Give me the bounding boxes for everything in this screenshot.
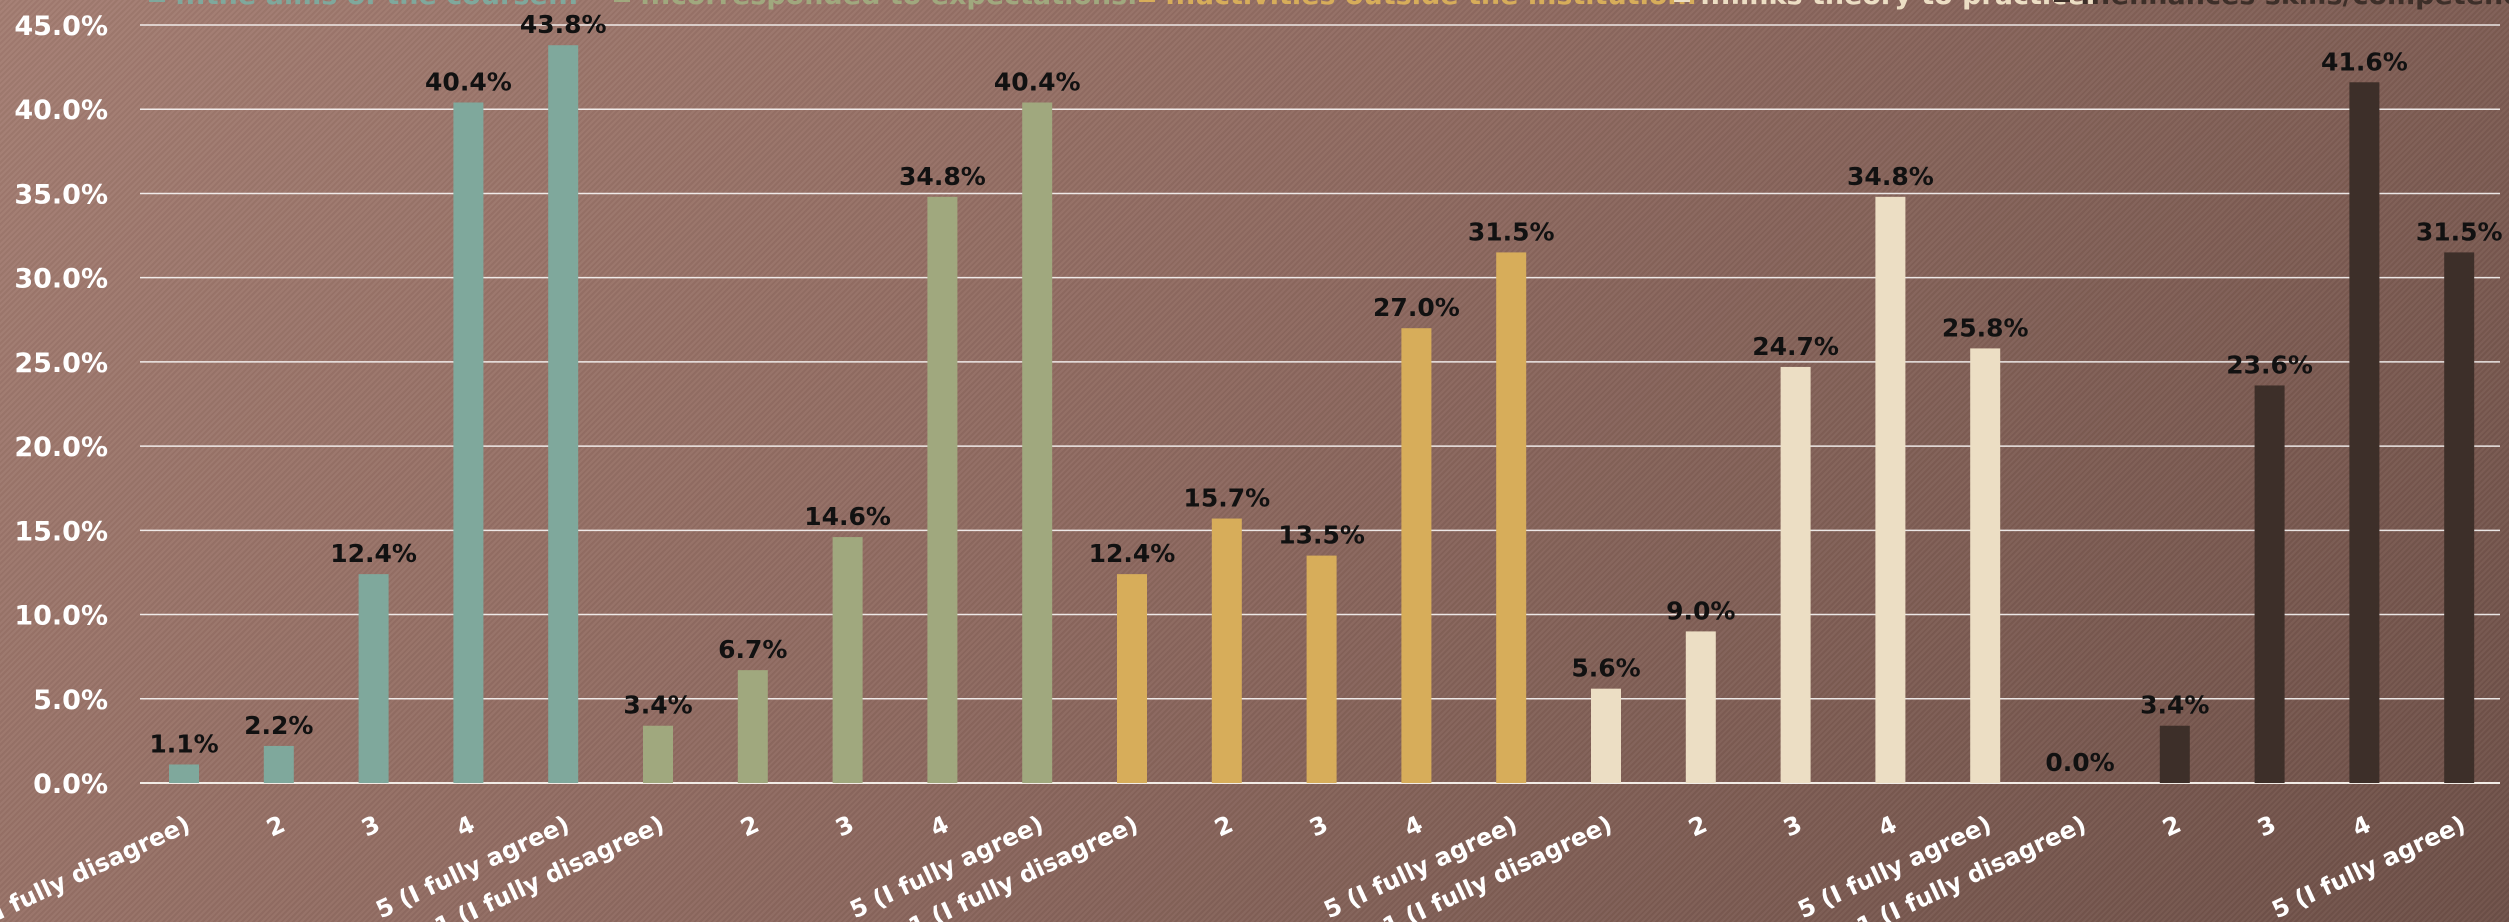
y-tick-label: 30.0% — [14, 264, 108, 295]
x-tick-label: 2 — [736, 810, 763, 842]
bar — [1970, 348, 2001, 783]
data-label: 24.7% — [1752, 332, 1839, 361]
bar — [1591, 688, 1621, 783]
bar — [358, 574, 389, 783]
data-label: 34.8% — [1847, 162, 1934, 191]
y-tick-label: 15.0% — [14, 516, 108, 547]
bar — [643, 725, 673, 783]
x-tick-label: 3 — [831, 810, 858, 842]
x-tick-label: 4 — [926, 810, 953, 842]
data-label: 2.2% — [244, 711, 313, 740]
bar — [263, 745, 294, 783]
y-tick-label: 45.0% — [14, 11, 108, 42]
legend-swatch — [149, 0, 165, 2]
legend-swatch — [2054, 0, 2070, 2]
y-tick-label: 25.0% — [14, 348, 108, 379]
data-label: 34.8% — [899, 162, 986, 191]
y-tick-label: 0.0% — [33, 769, 108, 800]
data-label: 3.4% — [623, 691, 692, 720]
data-label: 43.8% — [520, 10, 607, 39]
x-tick-label: 1 (I fully disagree) — [0, 810, 195, 922]
bar — [832, 537, 863, 783]
bar — [1117, 574, 1147, 783]
x-tick-label: 2 — [1210, 810, 1237, 842]
data-labels: 1.1% 2.2% 12.4% 40.4% 43.8% 3.4% 6.7% 14.6% 34.8… — [149, 10, 2502, 777]
y-tick-label: 40.0% — [14, 95, 108, 126]
x-tick-label: 3 — [1779, 810, 1806, 842]
data-label: 31.5% — [2416, 217, 2503, 246]
bars — [169, 45, 2475, 784]
x-tick-label: 4 — [2348, 810, 2375, 842]
data-label: 5.6% — [1571, 654, 1640, 683]
data-label: 12.4% — [330, 539, 417, 568]
bar — [2349, 82, 2380, 783]
x-tick-label: 4 — [1400, 810, 1427, 842]
legend-entry: ...links theory to practice. — [1700, 0, 2096, 11]
bar — [548, 45, 579, 784]
bar — [453, 102, 484, 784]
bar — [2159, 725, 2190, 783]
bar — [169, 764, 199, 783]
legend-entry: ...the aims of the course... — [175, 0, 578, 11]
x-tick-label: 3 — [357, 810, 384, 842]
data-label: 27.0% — [1373, 293, 1460, 322]
data-label: 3.4% — [2140, 691, 2209, 720]
data-label: 1.1% — [149, 729, 218, 758]
gridlines — [140, 24, 2500, 784]
x-tick-label: 2 — [262, 810, 289, 842]
bar — [1875, 196, 1906, 783]
legend: ...the aims of the course... ...correspon… — [149, 0, 2509, 11]
y-tick-label: 20.0% — [14, 432, 108, 463]
bar — [1685, 631, 1716, 783]
data-label: 40.4% — [425, 67, 512, 96]
data-label: 6.7% — [718, 635, 787, 664]
data-label: 23.6% — [2226, 350, 2313, 379]
data-label: 13.5% — [1278, 521, 1365, 550]
x-tick-label: 4 — [452, 810, 479, 842]
data-label: 25.8% — [1942, 313, 2029, 342]
legend-entry: ...enhances skills/competences. — [2080, 0, 2509, 11]
bar — [1496, 252, 1527, 783]
bar — [737, 670, 768, 783]
bar — [1022, 102, 1053, 784]
bar — [1211, 518, 1242, 783]
legend-entry: ...corresponded to expectations. — [640, 0, 1137, 11]
data-label: 12.4% — [1089, 539, 1176, 568]
bar — [2254, 385, 2285, 783]
bar — [1780, 366, 1811, 783]
data-label: 31.5% — [1468, 217, 1555, 246]
data-label: 40.4% — [994, 67, 1081, 96]
data-label: 0.0% — [2045, 748, 2114, 777]
legend-swatch — [1139, 0, 1155, 2]
y-tick-label: 35.0% — [14, 179, 108, 210]
bar — [2444, 252, 2475, 783]
x-tick-label: 2 — [1684, 810, 1711, 842]
legend-swatch — [1674, 0, 1690, 2]
bar — [1306, 555, 1337, 783]
data-label: 9.0% — [1666, 596, 1735, 625]
y-tick-label: 5.0% — [33, 685, 108, 716]
data-label: 14.6% — [804, 502, 891, 531]
data-label: 41.6% — [2321, 47, 2408, 76]
x-tick-label: 3 — [2253, 810, 2280, 842]
x-tick-label: 2 — [2158, 810, 2185, 842]
x-tick-label: 3 — [1305, 810, 1332, 842]
legend-swatch — [614, 0, 630, 2]
y-tick-label: 10.0% — [14, 601, 108, 632]
data-label: 15.7% — [1183, 484, 1270, 513]
y-axis: 0.0% 5.0% 10.0% 15.0% 20.0% 25.0% 30.0% 35.0% 40… — [14, 11, 108, 800]
x-tick-label: 4 — [1874, 810, 1901, 842]
bar — [1401, 328, 1432, 783]
bar — [927, 196, 958, 783]
legend-entry: ...activities outside the institution. — [1165, 0, 1697, 11]
